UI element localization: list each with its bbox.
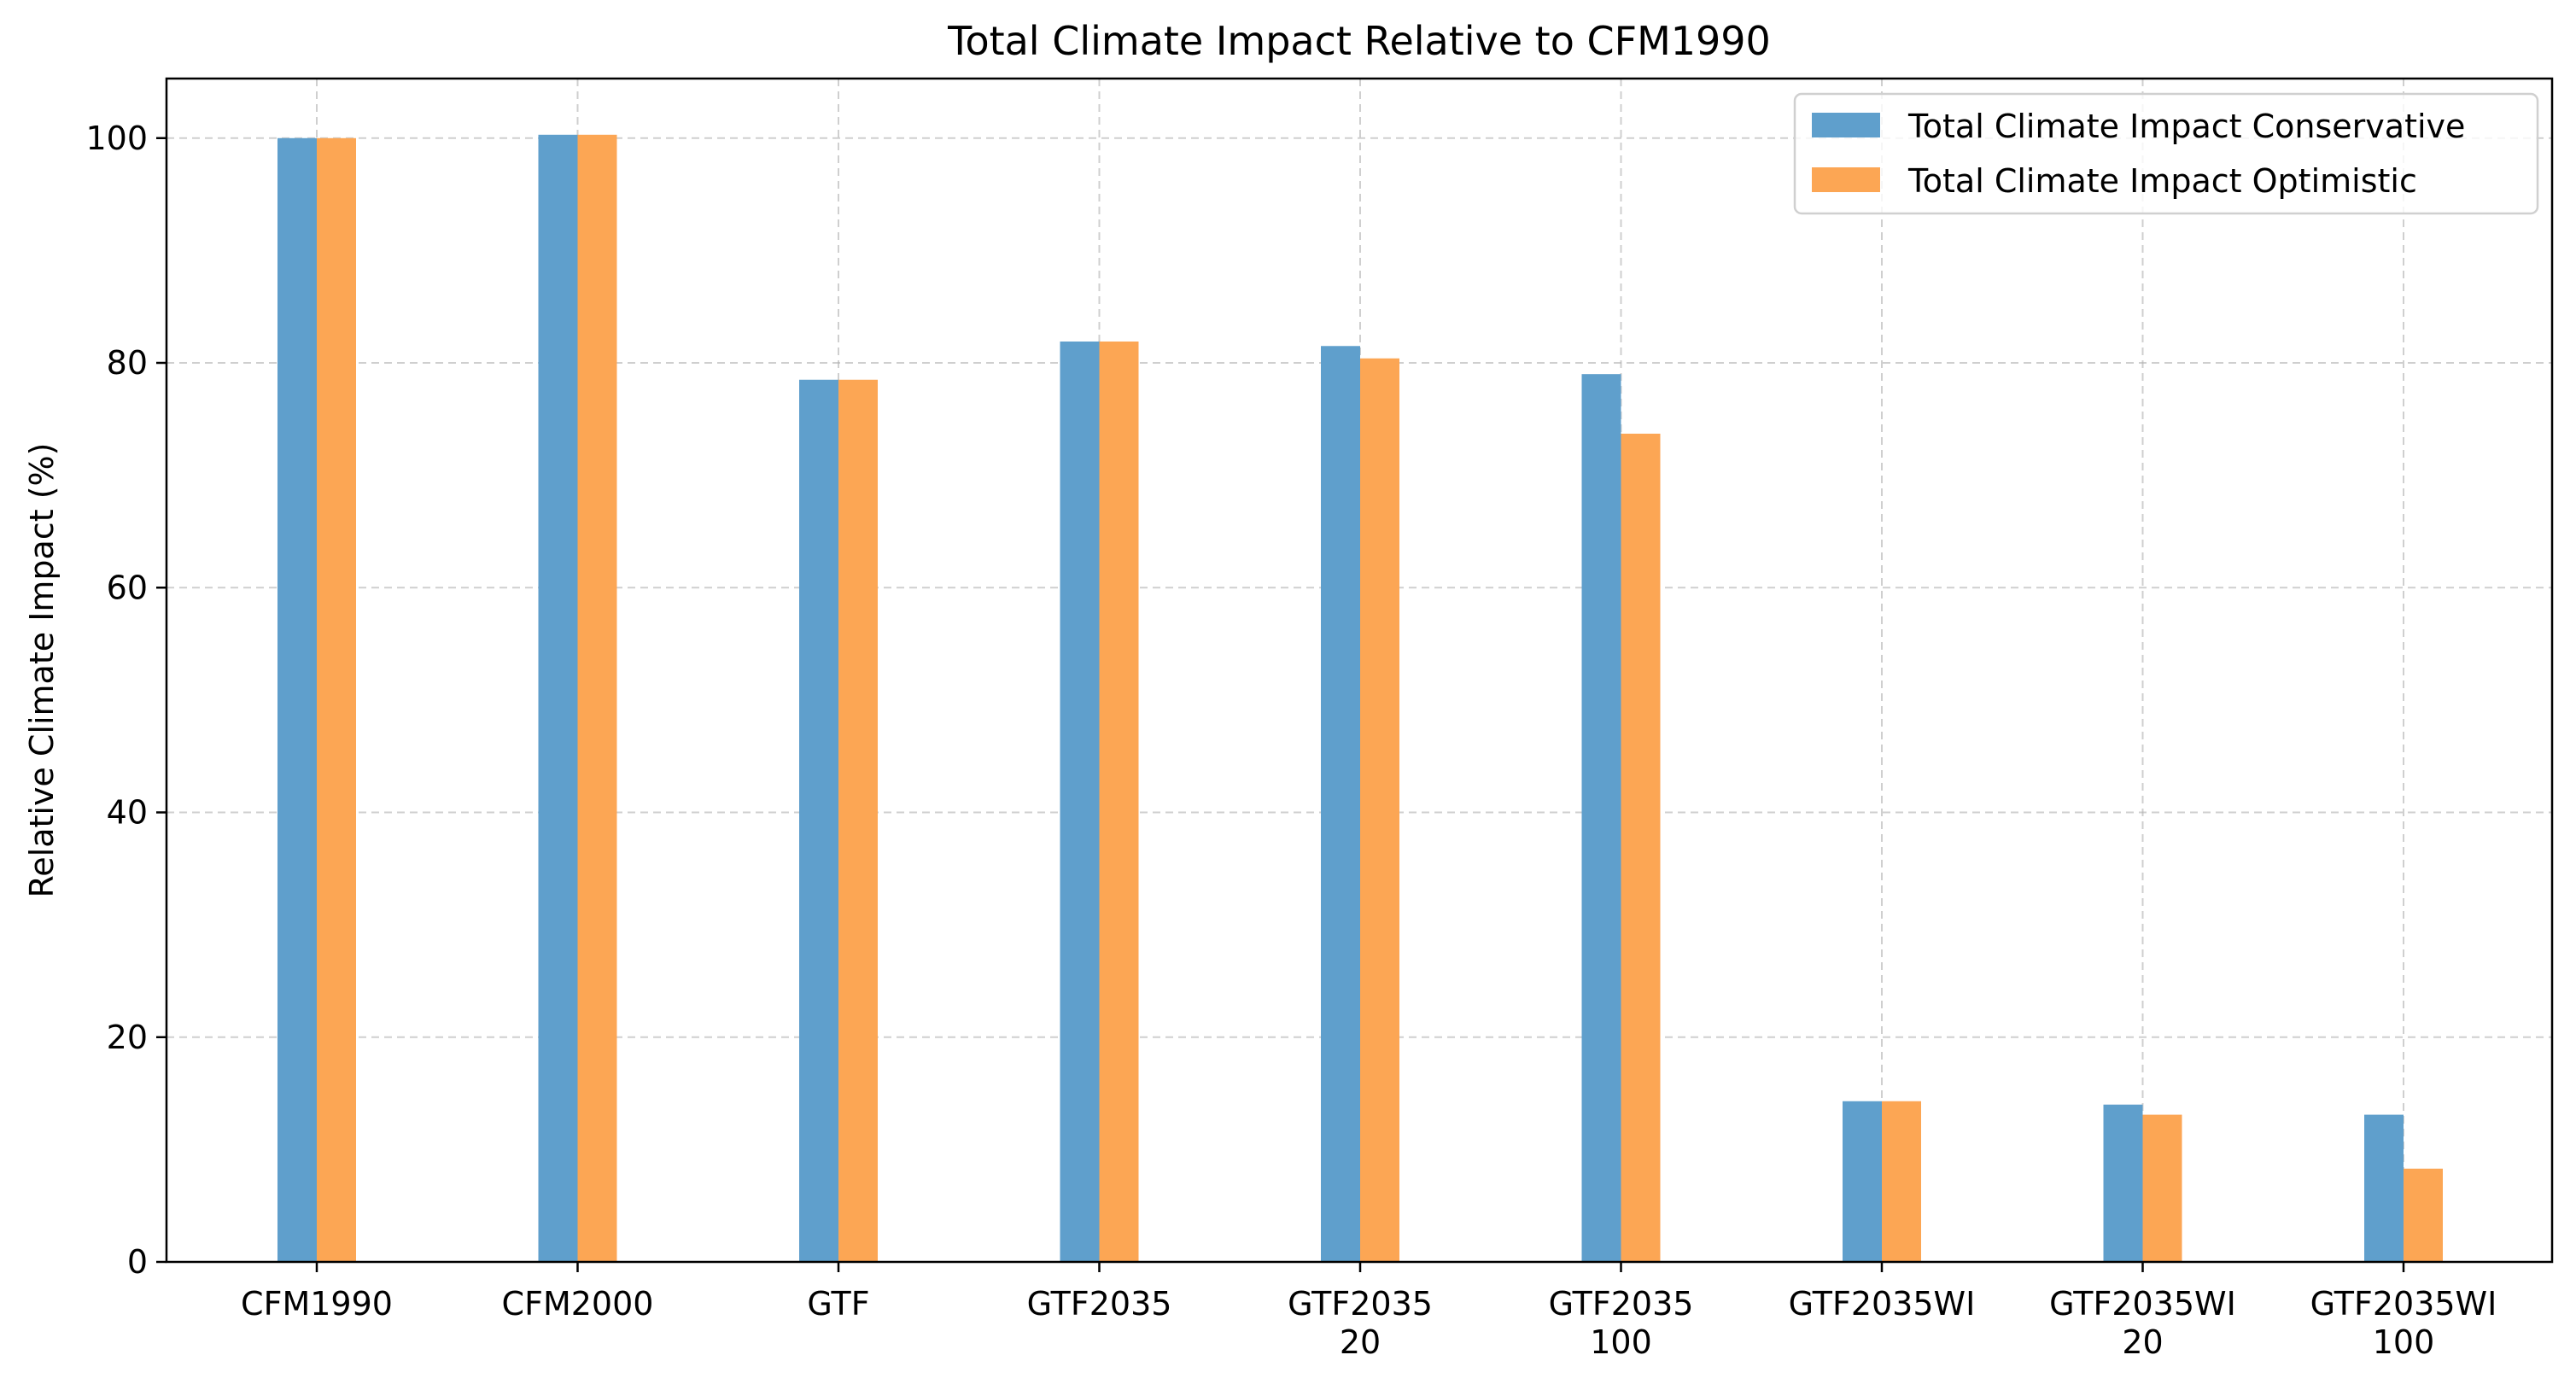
bar-conservative: [1581, 374, 1621, 1263]
y-tick-label: 60: [107, 569, 148, 606]
bar-optimistic: [1360, 358, 1399, 1262]
bar-optimistic: [2142, 1114, 2182, 1262]
x-tick-label: GTF2035WI 100: [2310, 1285, 2497, 1361]
bar-optimistic: [1882, 1101, 1921, 1262]
bar-conservative: [2364, 1114, 2404, 1262]
legend-frame: [1793, 92, 2539, 215]
x-tick-label: CFM2000: [502, 1285, 654, 1323]
y-tick-label: 40: [107, 794, 148, 832]
legend-swatch-conservative: [1812, 113, 1880, 137]
x-tick-label: CFM1990: [241, 1285, 393, 1323]
x-tick-label: GTF2035 20: [1288, 1285, 1433, 1361]
x-tick-label: GTF2035WI 20: [2049, 1285, 2236, 1361]
bar-conservative: [2103, 1104, 2143, 1262]
chart-title: Total Climate Impact Relative to CFM1990: [947, 18, 1771, 64]
bar-optimistic: [838, 379, 878, 1262]
y-axis-label: Relative Climate Impact (%): [23, 443, 61, 898]
legend-swatch-optimistic: [1812, 167, 1880, 192]
bar-conservative: [799, 379, 838, 1262]
bar-conservative: [1843, 1101, 1882, 1262]
axis-ticks: 0 20 40 60 80 100 CFM1990 CFM2000 GTF GTF2035 GTF2…: [85, 120, 2497, 1361]
bar-optimistic: [1099, 342, 1139, 1262]
legend-label-conservative: Total Climate Impact Conservative: [1907, 108, 2465, 145]
bar-conservative: [538, 134, 578, 1262]
bar-optimistic: [2404, 1168, 2443, 1262]
x-tick-label: GTF2035 100: [1549, 1285, 1694, 1361]
y-tick-label: 80: [107, 344, 148, 382]
y-tick-label: 20: [107, 1019, 148, 1056]
bar-optimistic: [577, 134, 617, 1262]
legend-label-optimistic: Total Climate Impact Optimistic: [1907, 162, 2417, 200]
legend: Total Climate Impact Conservative Total …: [1793, 92, 2539, 215]
bar-optimistic: [1621, 433, 1661, 1262]
bar-conservative: [1060, 342, 1100, 1262]
bar-conservative: [277, 137, 317, 1262]
bar-conservative: [1321, 346, 1360, 1263]
x-tick-label: GTF2035WI: [1789, 1285, 1976, 1323]
x-tick-label: GTF: [807, 1285, 869, 1323]
y-tick-label: 100: [85, 120, 148, 157]
x-tick-label: GTF2035: [1027, 1285, 1172, 1323]
bars: [277, 134, 2443, 1263]
y-tick-label: 0: [127, 1243, 148, 1281]
bar-optimistic: [317, 137, 356, 1262]
